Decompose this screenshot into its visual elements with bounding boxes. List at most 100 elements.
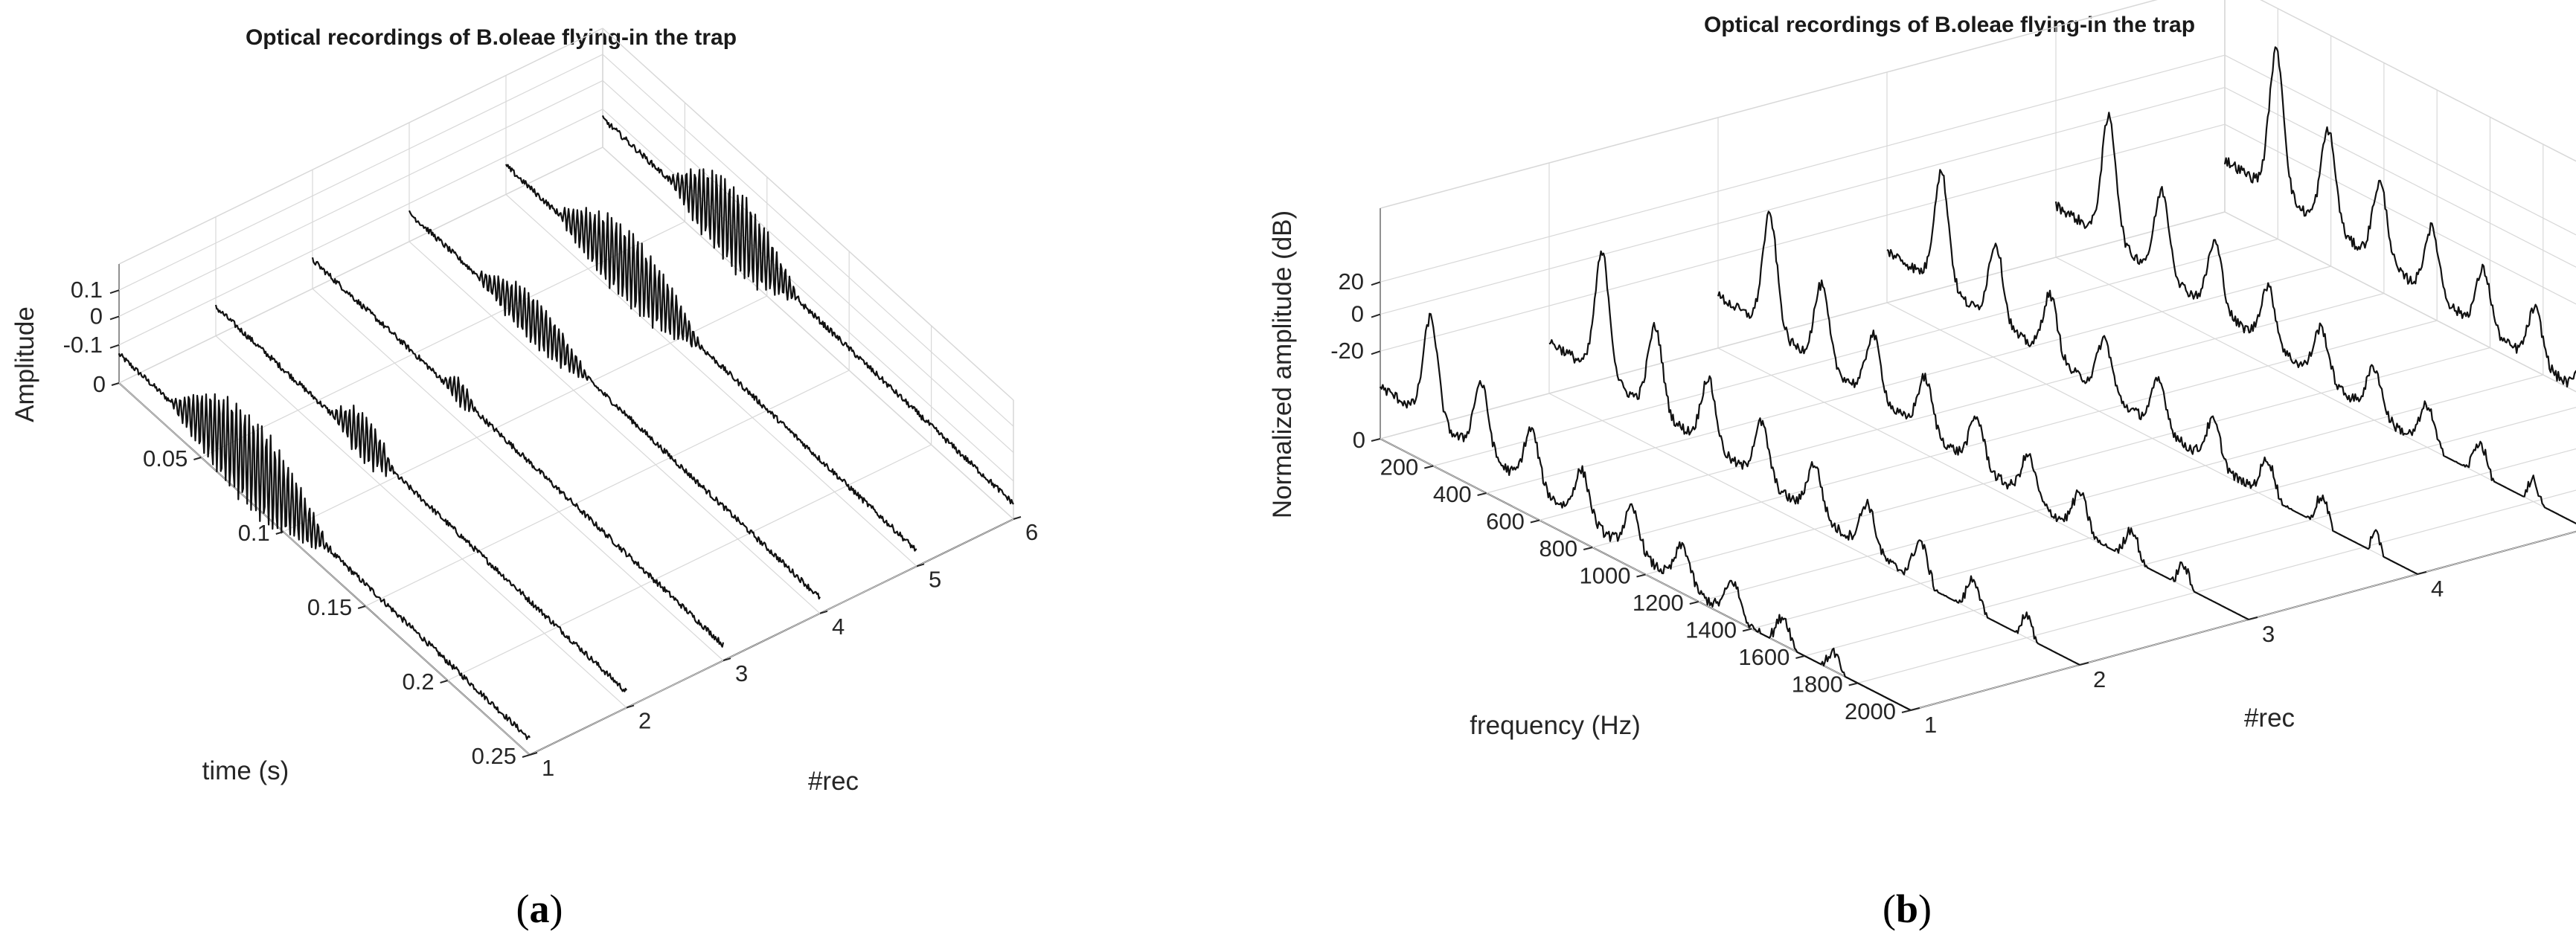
z-grid-back (118, 109, 603, 346)
caption-a-close: ) (550, 887, 563, 931)
z-tick-label: 0 (1351, 301, 1364, 327)
floor-grid-y (2055, 257, 2576, 524)
trace-rec-6 (2223, 46, 2576, 388)
trace-rec-3 (311, 257, 725, 648)
y-tick-mark (1910, 707, 1920, 711)
trace-rec-1 (118, 353, 531, 741)
z-tick-mark (109, 315, 120, 321)
top-back-edge (118, 28, 603, 265)
caption-a: (a) (516, 887, 563, 931)
floor-grid-x (365, 370, 850, 607)
x-tick-label: 1800 (1792, 672, 1843, 698)
y-label-b: #rec (2244, 704, 2295, 733)
x-tick-label: 2000 (1845, 698, 1896, 724)
y-tick-mark (2248, 617, 2258, 620)
caption-b-close: ) (1918, 887, 1932, 931)
x-tick-mark (1371, 438, 1381, 442)
z-grid-back (1380, 54, 2226, 283)
x-tick-label: 0 (1353, 427, 1365, 453)
x-tick-mark (1477, 492, 1487, 496)
y-label-a: #rec (808, 767, 859, 796)
floor-grid-y (312, 288, 724, 661)
y-tick-label: 2 (638, 708, 651, 734)
y-tick-label: 1 (542, 755, 554, 781)
z-grid-right (2224, 123, 2576, 305)
x-tick-mark (522, 754, 531, 758)
y-tick-label: 6 (1025, 519, 1038, 545)
trace-rec-2 (1548, 250, 2080, 666)
floor-grid-x (1751, 407, 2576, 630)
trace-rec-1 (1380, 312, 1912, 711)
floor-grid-y (1886, 302, 2418, 575)
x-tick-mark (440, 680, 448, 683)
x-label-b: frequency (Hz) (1470, 711, 1641, 740)
x-tick-mark (1689, 601, 1699, 605)
caption-a-letter: a (530, 887, 550, 931)
x-tick-label: 400 (1433, 481, 1472, 507)
trace-rec-3 (1717, 210, 2249, 620)
y-tick-label: 4 (832, 614, 845, 640)
z-grid-right (602, 54, 1014, 427)
z-tick-mark (109, 344, 120, 349)
floor-grid-y (2224, 211, 2576, 393)
z-label-b: Normalized amplitude (dB) (1268, 210, 1297, 518)
z-grid-back (1380, 123, 2226, 352)
x-tick-mark (1901, 710, 1912, 713)
title-b: Optical recordings of B.oleae flying-in … (1704, 13, 2195, 37)
z-tick-mark (1371, 281, 1381, 286)
trace-rec-5 (2054, 112, 2576, 525)
z-grid-right (2224, 54, 2576, 236)
x-tick-mark (1583, 547, 1593, 550)
z-tick-label: 20 (1339, 268, 1364, 295)
top-back-edge (1380, 0, 2158, 209)
x-tick-label: 1600 (1738, 644, 1790, 670)
y-tick-mark (819, 610, 828, 614)
trace-rec-5 (505, 164, 917, 552)
x-label-a: time (s) (202, 756, 289, 785)
x-tick-label: 1400 (1685, 617, 1737, 643)
z-grid-right (602, 80, 1014, 453)
x-tick-mark (1848, 682, 1858, 686)
grid-a (118, 28, 1014, 756)
z-tick-label: -0.1 (63, 332, 103, 358)
z-tick-mark (1371, 350, 1381, 355)
grid-b (1380, 0, 2576, 711)
x-tick-label: 0.05 (143, 445, 188, 472)
floor-grid-x (1698, 374, 2543, 602)
x-tick-mark (1530, 519, 1540, 524)
y-tick-mark (2079, 662, 2089, 666)
x-tick-label: 800 (1539, 535, 1577, 562)
floor-grid-x (1539, 292, 2385, 521)
panel-b: Optical recordings of B.oleae flying-in … (1268, 0, 2576, 740)
z-label-a: Amplitude (10, 306, 39, 422)
caption-b-letter: b (1896, 887, 1918, 931)
floor-grid-x (1804, 448, 2576, 657)
y-tick-label: 3 (2262, 621, 2275, 647)
x-tick-mark (193, 457, 202, 460)
x-tick-label: 0.1 (238, 520, 270, 546)
z-ticks-a: 0.10 -0.1 (63, 277, 120, 358)
floor-grid-x (1857, 489, 2576, 684)
trace-rec-6 (601, 115, 1014, 505)
x-tick-label: 1200 (1633, 590, 1684, 616)
floor-grid-y (118, 382, 531, 756)
y-tick-mark (916, 563, 925, 567)
floor-grid-x (1486, 266, 2331, 494)
axes-box-a (118, 28, 1014, 756)
z-grid-right (602, 109, 1014, 482)
floor-grid-y (408, 241, 821, 614)
x-tick-label: 0 (93, 371, 106, 397)
trace-rec-4 (1886, 169, 2418, 575)
floor-grid-x (1592, 320, 2438, 548)
y-ticks-a: 1 2 3 4 5 6 (529, 516, 1038, 781)
y-tick-label: 4 (2431, 576, 2444, 602)
floor-grid-x (118, 147, 603, 384)
x-tick-label: 1000 (1580, 563, 1631, 589)
floor-grid-y (215, 335, 627, 709)
floor-grid-x (283, 295, 768, 532)
caption-a-open: ( (516, 887, 530, 931)
x-tick-mark (111, 382, 120, 386)
traces-a (118, 115, 1014, 741)
